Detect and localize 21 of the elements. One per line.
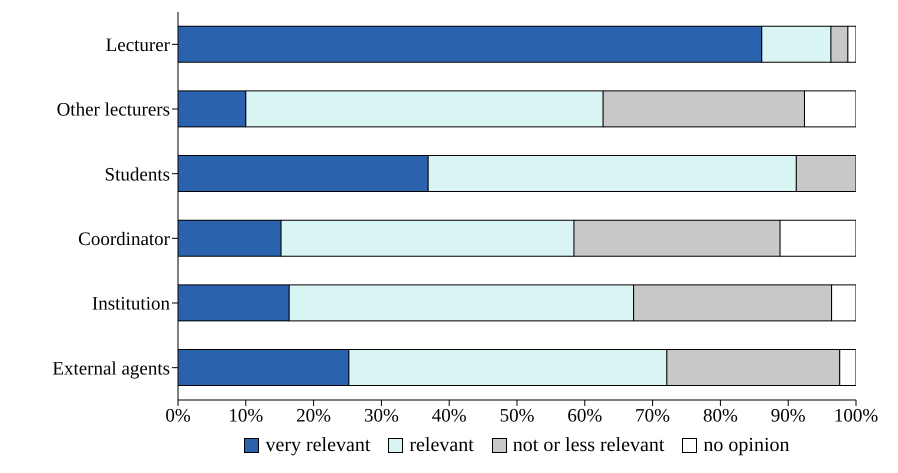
x-tick-label: 90% xyxy=(770,405,806,426)
x-tick-label: 40% xyxy=(432,405,467,426)
legend-label: not or less relevant xyxy=(512,434,664,457)
y-tick-label: Institution xyxy=(92,294,170,315)
legend-label: no opinion xyxy=(703,434,790,457)
legend-label: very relevant xyxy=(265,434,370,457)
x-tick-label: 100% xyxy=(834,405,878,426)
y-tick-label: Other lecturers xyxy=(56,100,170,121)
legend-label: relevant xyxy=(409,434,474,457)
x-tick-label: 50% xyxy=(500,405,535,426)
x-tick-label: 70% xyxy=(635,405,670,426)
y-tick-label: Coordinator xyxy=(78,229,171,250)
y-tick-label: Lecturer xyxy=(106,35,171,56)
x-tick-label: 30% xyxy=(364,405,399,426)
x-tick-label: 10% xyxy=(228,405,264,426)
y-tick-label: External agents xyxy=(52,358,170,380)
x-tick-label: 60% xyxy=(567,405,602,426)
x-tick-label: 20% xyxy=(296,405,332,426)
x-tick-label: 80% xyxy=(702,405,738,426)
y-tick-label: Students xyxy=(104,164,170,186)
x-tick-label: 0% xyxy=(165,405,191,426)
